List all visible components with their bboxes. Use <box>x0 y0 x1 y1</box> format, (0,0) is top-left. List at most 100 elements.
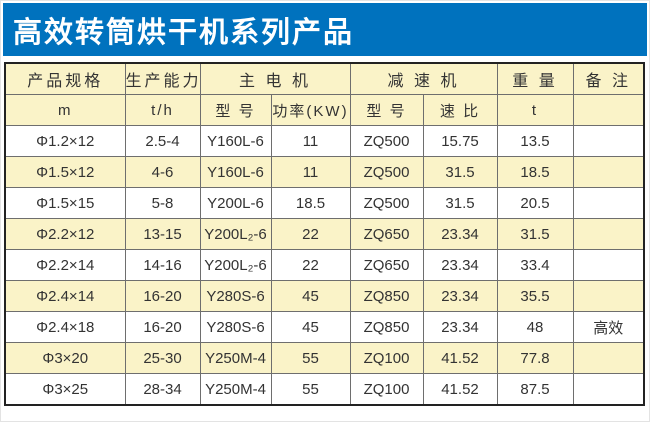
cell-motor-model: Y160L-6 <box>199 156 272 188</box>
cell-power: 11 <box>270 156 351 188</box>
cell-power: 11 <box>270 125 351 157</box>
cell-reducer-model: ZQ850 <box>349 280 424 312</box>
cell-ratio: 41.52 <box>422 342 498 374</box>
cell-ratio: 23.34 <box>422 280 498 312</box>
table-row: Φ3×20 25-30 Y250M-4 55 ZQ100 41.52 77.8 <box>4 342 645 374</box>
table-row: Φ2.2×14 14-16 Y200L₂-6 22 ZQ650 23.34 33… <box>4 249 645 281</box>
cell-spec: Φ2.2×14 <box>4 249 126 281</box>
cell-capacity: 4-6 <box>124 156 201 188</box>
cell-weight: 87.5 <box>496 373 574 406</box>
cell-reducer-model: ZQ100 <box>349 342 424 374</box>
col-unit-reducer-ratio: 速 比 <box>422 94 498 126</box>
title-bar: 高效转筒烘干机系列产品 <box>3 3 647 56</box>
cell-capacity: 5-8 <box>124 187 201 219</box>
cell-remark <box>572 249 645 281</box>
cell-ratio: 23.34 <box>422 249 498 281</box>
cell-ratio: 41.52 <box>422 373 498 406</box>
col-header-remark: 备 注 <box>572 62 645 95</box>
cell-capacity: 2.5-4 <box>124 125 201 157</box>
cell-power: 22 <box>270 249 351 281</box>
cell-spec: Φ3×20 <box>4 342 126 374</box>
cell-motor-model: Y250M-4 <box>199 373 272 406</box>
cell-capacity: 16-20 <box>124 311 201 343</box>
cell-remark <box>572 342 645 374</box>
col-header-reducer: 减 速 机 <box>349 62 498 95</box>
cell-ratio: 31.5 <box>422 187 498 219</box>
cell-capacity: 13-15 <box>124 218 201 250</box>
table-row: Φ3×25 28-34 Y250M-4 55 ZQ100 41.52 87.5 <box>4 373 645 406</box>
cell-spec: Φ2.4×14 <box>4 280 126 312</box>
cell-capacity: 14-16 <box>124 249 201 281</box>
cell-capacity: 25-30 <box>124 342 201 374</box>
col-header-capacity: 生产能力 <box>124 62 201 95</box>
cell-remark <box>572 218 645 250</box>
table-row: Φ2.4×14 16-20 Y280S-6 45 ZQ850 23.34 35.… <box>4 280 645 312</box>
cell-remark <box>572 373 645 406</box>
cell-capacity: 28-34 <box>124 373 201 406</box>
cell-ratio: 23.34 <box>422 311 498 343</box>
cell-power: 55 <box>270 373 351 406</box>
header-row-units: m t/h 型 号 功率(KW) 型 号 速 比 t <box>4 94 645 126</box>
cell-remark <box>572 125 645 157</box>
col-unit-weight: t <box>496 94 574 126</box>
cell-spec: Φ2.2×12 <box>4 218 126 250</box>
cell-motor-model: Y160L-6 <box>199 125 272 157</box>
cell-motor-model: Y200L₂-6 <box>199 249 272 281</box>
cell-motor-model: Y200L-6 <box>199 187 272 219</box>
cell-power: 55 <box>270 342 351 374</box>
cell-weight: 20.5 <box>496 187 574 219</box>
cell-weight: 35.5 <box>496 280 574 312</box>
cell-power: 22 <box>270 218 351 250</box>
col-unit-reducer-model: 型 号 <box>349 94 424 126</box>
cell-motor-model: Y200L₂-6 <box>199 218 272 250</box>
cell-weight: 18.5 <box>496 156 574 188</box>
header-row-groups: 产品规格 生产能力 主 电 机 减 速 机 重 量 备 注 <box>4 62 645 95</box>
col-unit-remark <box>572 94 645 126</box>
table-row: Φ2.2×12 13-15 Y200L₂-6 22 ZQ650 23.34 31… <box>4 218 645 250</box>
cell-power: 45 <box>270 280 351 312</box>
table-row: Φ2.4×18 16-20 Y280S-6 45 ZQ850 23.34 48 … <box>4 311 645 343</box>
col-unit-capacity: t/h <box>124 94 201 126</box>
cell-weight: 13.5 <box>496 125 574 157</box>
cell-reducer-model: ZQ500 <box>349 187 424 219</box>
cell-remark <box>572 280 645 312</box>
cell-weight: 77.8 <box>496 342 574 374</box>
product-spec-table: 产品规格 生产能力 主 电 机 减 速 机 重 量 备 注 m t/h 型 号 … <box>4 62 645 406</box>
col-header-motor: 主 电 机 <box>199 62 351 95</box>
cell-weight: 31.5 <box>496 218 574 250</box>
cell-motor-model: Y280S-6 <box>199 280 272 312</box>
table-row: Φ1.2×12 2.5-4 Y160L-6 11 ZQ500 15.75 13.… <box>4 125 645 157</box>
cell-reducer-model: ZQ500 <box>349 156 424 188</box>
col-header-spec: 产品规格 <box>4 62 126 95</box>
cell-spec: Φ1.2×12 <box>4 125 126 157</box>
cell-remark: 高效 <box>572 311 645 343</box>
cell-ratio: 31.5 <box>422 156 498 188</box>
page-title: 高效转筒烘干机系列产品 <box>13 16 355 49</box>
col-unit-spec: m <box>4 94 126 126</box>
cell-spec: Φ3×25 <box>4 373 126 406</box>
cell-power: 45 <box>270 311 351 343</box>
cell-ratio: 15.75 <box>422 125 498 157</box>
cell-weight: 33.4 <box>496 249 574 281</box>
cell-spec: Φ1.5×12 <box>4 156 126 188</box>
cell-remark <box>572 156 645 188</box>
col-header-weight: 重 量 <box>496 62 574 95</box>
cell-reducer-model: ZQ850 <box>349 311 424 343</box>
cell-reducer-model: ZQ650 <box>349 249 424 281</box>
cell-reducer-model: ZQ500 <box>349 125 424 157</box>
cell-spec: Φ1.5×15 <box>4 187 126 219</box>
table-row: Φ1.5×12 4-6 Y160L-6 11 ZQ500 31.5 18.5 <box>4 156 645 188</box>
cell-power: 18.5 <box>270 187 351 219</box>
cell-motor-model: Y280S-6 <box>199 311 272 343</box>
cell-motor-model: Y250M-4 <box>199 342 272 374</box>
cell-ratio: 23.34 <box>422 218 498 250</box>
cell-spec: Φ2.4×18 <box>4 311 126 343</box>
cell-reducer-model: ZQ100 <box>349 373 424 406</box>
cell-reducer-model: ZQ650 <box>349 218 424 250</box>
table-row: Φ1.5×15 5-8 Y200L-6 18.5 ZQ500 31.5 20.5 <box>4 187 645 219</box>
cell-remark <box>572 187 645 219</box>
cell-capacity: 16-20 <box>124 280 201 312</box>
col-unit-motor-model: 型 号 <box>199 94 272 126</box>
cell-weight: 48 <box>496 311 574 343</box>
col-unit-motor-power: 功率(KW) <box>270 94 351 126</box>
